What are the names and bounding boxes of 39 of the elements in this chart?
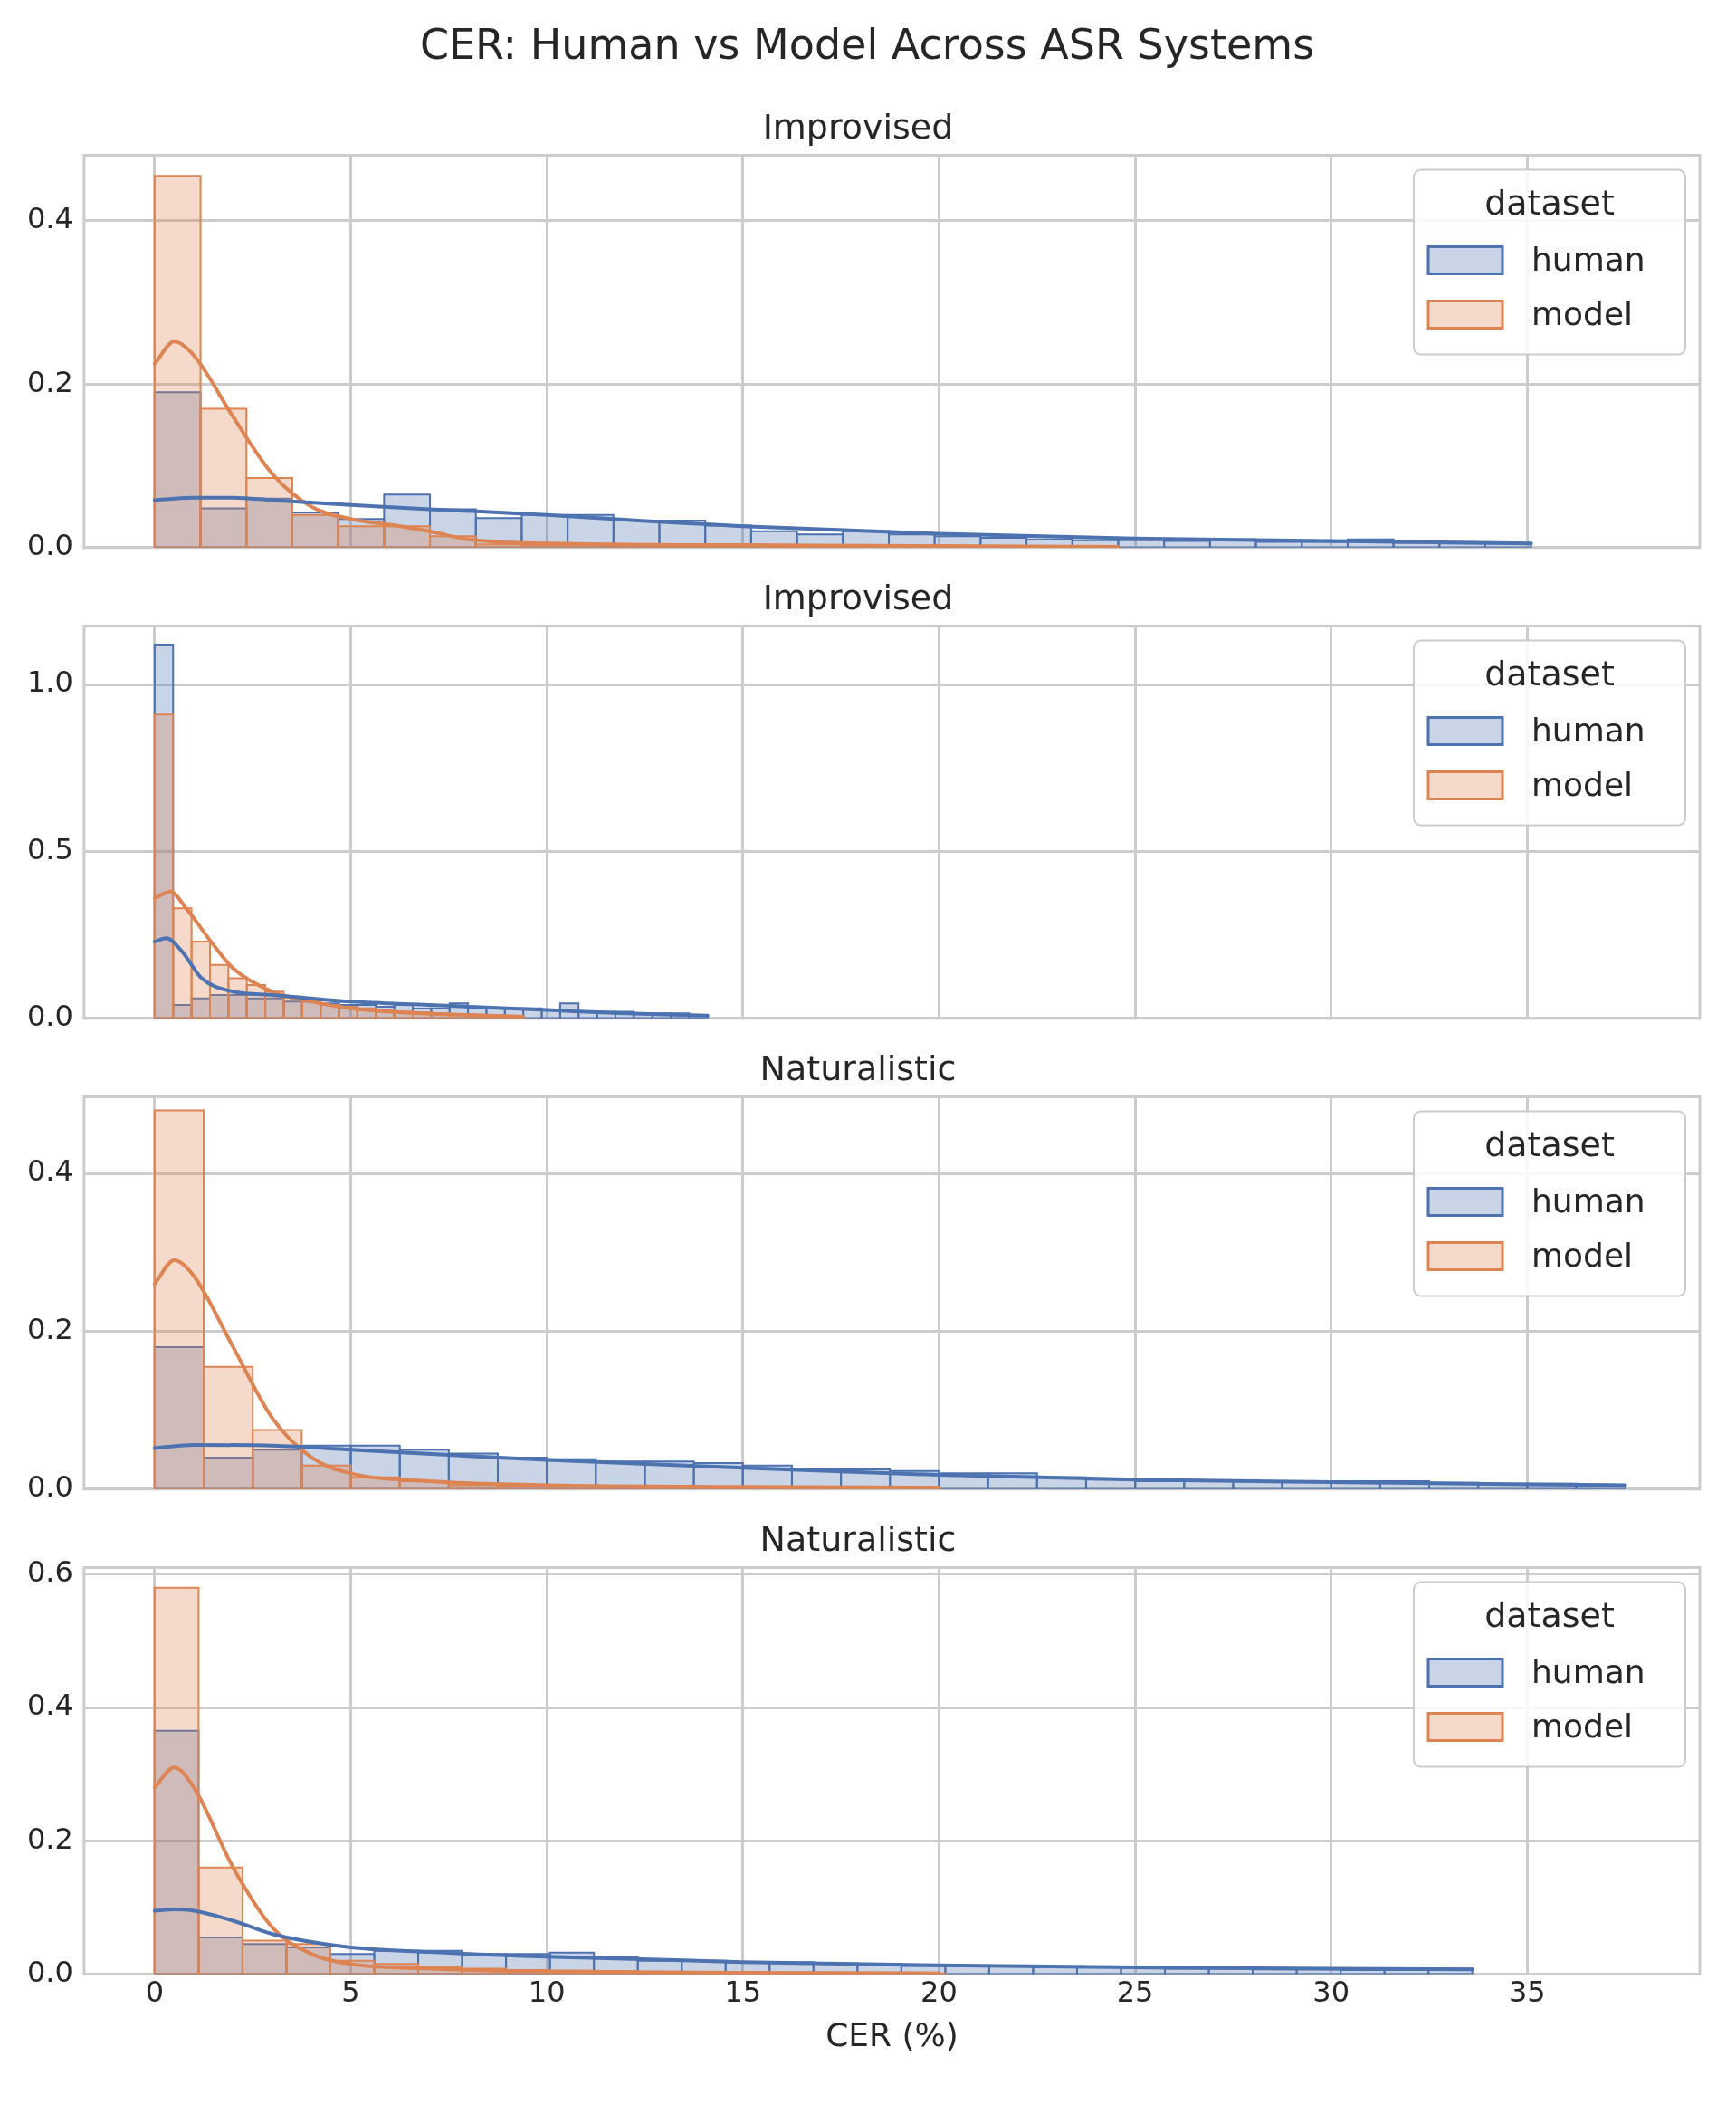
legend-label: human [1531,1652,1645,1690]
x-tick-label: 5 [341,1974,360,2009]
x-tick-label: 0 [145,1974,165,2009]
chart-title: Naturalistic [759,1047,957,1088]
legend-title: dataset [1484,1595,1615,1636]
legend-label: model [1531,294,1634,332]
y-tick-label: 0.0 [27,999,73,1034]
chart-title: Improvised [762,577,954,617]
legend-title: dataset [1484,654,1615,694]
legend-title: dataset [1484,1124,1615,1165]
legend-label: model [1531,1236,1634,1274]
text: CER: Human vs Model Across ASR Systems [418,19,1316,71]
x-tick-label: 25 [1116,1974,1154,2009]
y-tick-label: 0.0 [27,528,73,563]
x-tick-label: 20 [920,1974,958,2009]
x-tick-label: 15 [724,1974,762,2009]
y-tick-label: 0.0 [27,1954,73,1989]
x-tick-label: 30 [1312,1974,1350,2009]
y-tick-label: 0.4 [27,1688,73,1723]
legend-label: human [1531,711,1645,749]
y-tick-label: 0.6 [27,1554,73,1590]
y-tick-label: 0.2 [27,1821,73,1856]
legend-label: model [1531,1707,1634,1745]
y-tick-label: 0.2 [27,1311,73,1346]
y-tick-label: 0.2 [27,364,73,399]
y-tick-label: 0.4 [27,1153,73,1189]
x-axis-title: CER (%) [825,2015,959,2053]
chart-title: Improvised [762,106,954,147]
y-tick-label: 1.0 [27,665,73,700]
y-tick-label: 0.5 [27,831,73,866]
x-tick-label: 10 [528,1974,566,2009]
y-tick-label: 0.0 [27,1469,73,1505]
legend-label: human [1531,240,1645,278]
legend-label: human [1531,1181,1645,1220]
legend-label: model [1531,765,1634,803]
legend-title: dataset [1484,183,1615,224]
y-tick-label: 0.4 [27,201,73,236]
chart-title: Naturalistic [759,1518,957,1559]
x-tick-label: 35 [1509,1974,1546,2009]
